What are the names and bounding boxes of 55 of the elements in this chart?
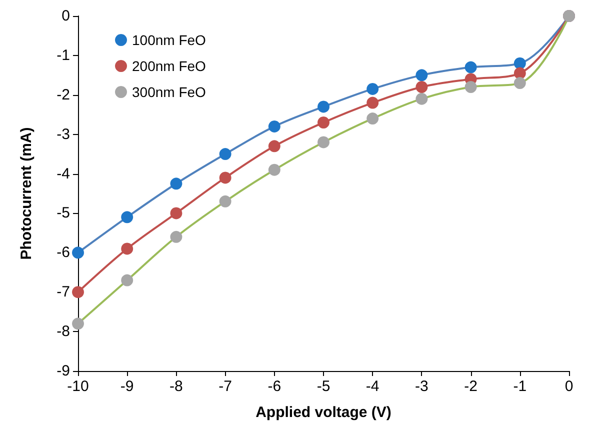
legend-label: 200nm FeO [132, 58, 206, 74]
point [170, 178, 182, 190]
point [366, 112, 379, 125]
point [72, 286, 84, 298]
point [219, 172, 232, 184]
x-tick-label: -3 [415, 378, 428, 395]
y-tick-label: -1 [56, 46, 70, 64]
x-tick-label: -7 [218, 378, 232, 395]
point [72, 246, 84, 259]
x-tick-label: -2 [464, 378, 478, 395]
point [170, 207, 182, 220]
point [121, 242, 134, 255]
point [219, 195, 232, 208]
point [318, 100, 330, 113]
y-tick-label: 0 [62, 8, 70, 24]
y-tick-label: -5 [56, 204, 70, 222]
point [514, 67, 526, 80]
y-tick-label: -2 [56, 86, 70, 104]
point [514, 77, 526, 90]
x-tick-label: -5 [316, 378, 330, 395]
x-tick-label: -6 [268, 378, 282, 395]
point [121, 274, 134, 286]
point [416, 81, 428, 93]
point [268, 140, 280, 152]
x-tick-label: -1 [513, 378, 527, 395]
y-tick-label: -4 [56, 165, 70, 182]
point [121, 211, 134, 224]
x-tick-label: -9 [120, 378, 134, 395]
x-tick-label: 0 [564, 378, 574, 395]
y-tick-label: -6 [56, 244, 70, 262]
x-tick-label: -4 [366, 378, 380, 395]
y-axis-title: Photocurrent (mA) [18, 127, 35, 260]
legend-label: 100nm FeO [132, 32, 206, 48]
point [366, 82, 379, 95]
point [514, 57, 526, 70]
y-tick-label: -7 [56, 284, 70, 301]
y-tick-label: -9 [56, 362, 70, 380]
y-tick-label: -3 [56, 126, 70, 143]
point [318, 116, 330, 128]
x-tick-label: -8 [170, 378, 183, 395]
point [416, 92, 428, 105]
point [72, 318, 84, 330]
legend-label: 300nm FeO [132, 84, 206, 100]
point [170, 230, 182, 243]
point [219, 148, 232, 160]
x-tick-label: -10 [67, 378, 89, 395]
point [366, 96, 379, 109]
point [464, 81, 477, 93]
point [318, 136, 330, 148]
point [416, 69, 428, 82]
x-axis-title: Applied voltage (V) [256, 404, 392, 421]
point [268, 164, 280, 176]
point [464, 61, 477, 74]
y-tick-label: -8 [56, 323, 70, 340]
point [268, 120, 280, 132]
